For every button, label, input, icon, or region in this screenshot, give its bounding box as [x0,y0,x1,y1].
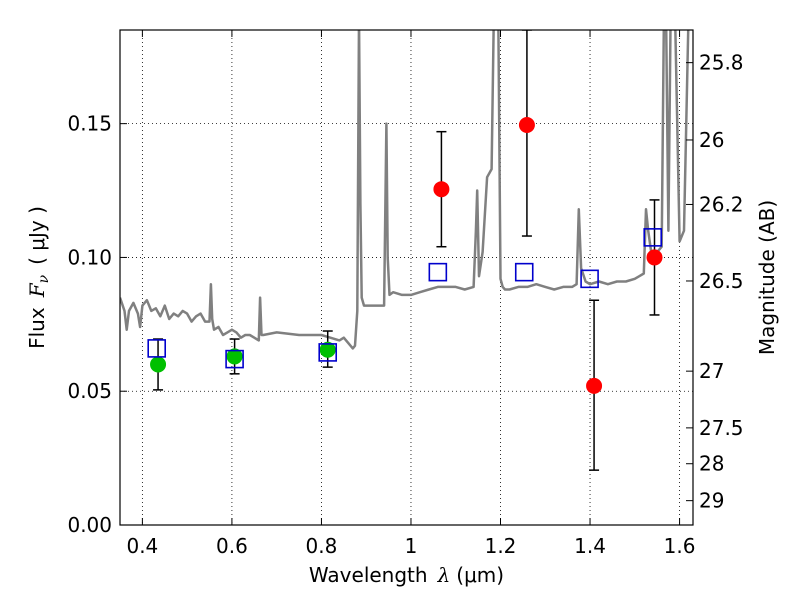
data-point-1 [518,116,535,133]
model-point [225,349,244,369]
y-axis-label: Flux Fν ( μJy ) [25,206,52,349]
y-axis-label-subscript: ν [36,274,52,283]
plot-frame [119,29,694,526]
right-tick-label: 28 [699,452,724,476]
x-tick-label: 1.4 [574,534,606,558]
right-tick-label: 26 [699,128,724,152]
x-tick-label: 0.6 [216,534,248,558]
right-tick-label: 25.8 [699,51,744,75]
x-tick-label: 0.4 [126,534,158,558]
y-tick-label: 0.10 [67,245,112,269]
data-point-0 [150,356,167,373]
x-axis-label-unit: (μm) [456,563,504,587]
model-point [643,228,663,247]
x-axis-label-symbol: λ [437,563,451,587]
axis-ticks: 0.4 0.6 0.8 1 1.2 1.4 1.6 0.00 0.05 0.10 0.15 25.8 2… [67,30,744,558]
right-tick-label: 27.5 [699,416,744,440]
grid-lines [120,30,693,525]
spectrum-line [120,30,690,350]
y-tick-label: 0.05 [67,379,112,403]
data-point-0 [319,341,336,358]
y-axis-label-symbol: F [25,282,49,298]
data-point-0 [226,348,243,365]
model-point [147,339,167,358]
model-point [428,262,448,282]
data-point-1 [646,249,663,266]
data-point-1 [433,181,450,198]
y-axis-label-prefix: Flux [25,307,49,349]
plot-area [120,30,690,471]
data-markers [147,30,663,471]
x-tick-label: 1.6 [664,534,696,558]
right-tick-label: 26.2 [699,192,744,216]
right-axis-label: Magnitude (AB) [755,200,779,355]
y-tick-label: 0.00 [67,513,112,537]
x-tick-label: 0.8 [306,534,338,558]
right-tick-label: 29 [699,489,724,513]
model-point [580,269,599,289]
x-axis-label: Wavelength λ (μm) [309,563,504,587]
y-axis-label-unit: ( μJy ) [25,206,49,265]
x-tick-label: 1 [405,534,418,558]
right-tick-label: 26.5 [699,269,744,293]
data-point-1 [586,377,603,394]
x-axis-label-prefix: Wavelength [309,563,428,587]
y-tick-label: 0.15 [67,112,112,136]
model-point [318,343,338,362]
x-tick-label: 1.2 [485,534,517,558]
right-tick-label: 27 [699,359,724,383]
model-point [514,262,534,282]
